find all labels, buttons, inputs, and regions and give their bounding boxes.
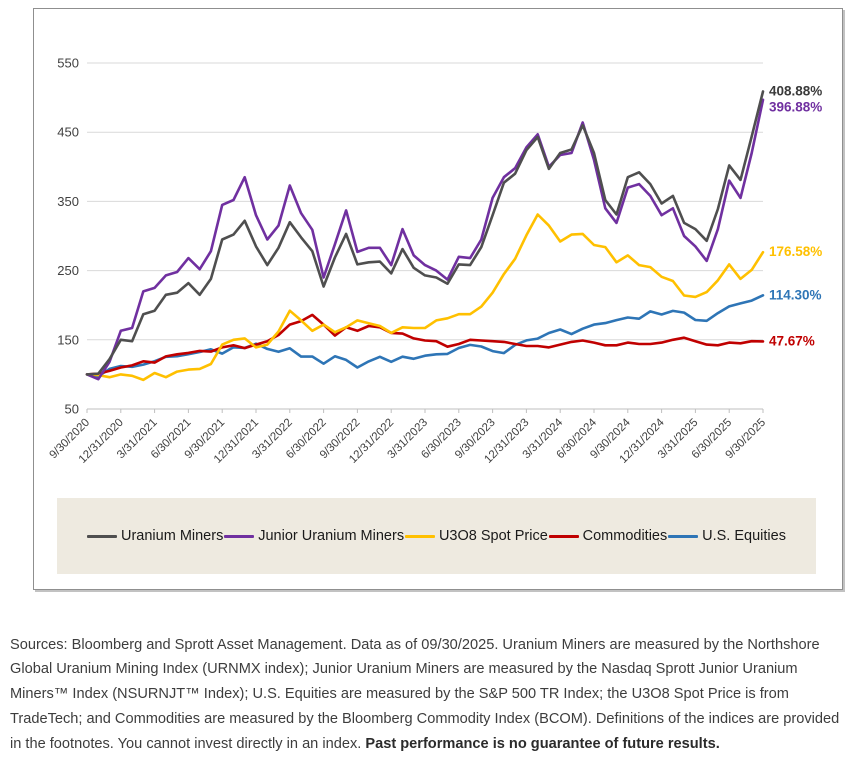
chart-svg: 550450350250150509/30/202012/31/20203/31…: [47, 56, 822, 466]
legend-item-u3o8-spot-price: U3O8 Spot Price: [404, 528, 548, 544]
end-label-u-s-equities: 114.30%: [769, 287, 822, 302]
series-line-commodities: [85, 313, 765, 376]
legend-item-u-s-equities: U.S. Equities: [668, 528, 786, 544]
legend-item-commodities: Commodities: [548, 528, 668, 544]
y-tick-label: 350: [57, 194, 79, 209]
series-line-uranium-miners: [85, 90, 765, 376]
chart-card: 550 450 350 250 150 50 9/30/2020 12/31/2020 3/31…: [33, 8, 843, 590]
end-label-commodities: 47.67%: [769, 333, 815, 348]
end-label-junior-uranium-miners: 396.88%: [769, 99, 822, 114]
footer-sources: Sources: Bloomberg and Sprott Asset Mana…: [10, 636, 840, 752]
end-label-uranium-miners: 408.88%: [769, 83, 822, 98]
series-line-junior-uranium-miners: [85, 98, 765, 381]
legend-label: Uranium Miners: [121, 528, 224, 544]
y-tick-label: 450: [57, 125, 79, 140]
legend-swatch: [404, 534, 435, 538]
legend-item-uranium-miners: Uranium Miners: [87, 528, 223, 544]
end-label-u3o8-spot-price: 176.58%: [769, 244, 822, 259]
y-tick-label: 50: [65, 402, 79, 417]
series-line-u3o8-spot-price: [85, 213, 765, 382]
legend-label: Commodities: [582, 528, 668, 544]
legend-item-junior-uranium-miners: Junior Uranium Miners: [224, 528, 404, 544]
y-tick-label: 150: [57, 332, 79, 347]
legend-swatch: [548, 534, 579, 538]
y-tick-label: 250: [57, 263, 79, 278]
legend-swatch: [668, 534, 699, 538]
legend-label: U.S. Equities: [702, 528, 786, 544]
footer-text: Sources: Bloomberg and Sprott Asset Mana…: [10, 633, 848, 757]
legend-label: Junior Uranium Miners: [258, 528, 405, 544]
y-tick-label: 550: [57, 56, 79, 71]
legend-label: U3O8 Spot Price: [438, 528, 548, 544]
footer-disclaimer: Past performance is no guarantee of futu…: [365, 735, 720, 752]
chart-legend: Uranium Miners Junior Uranium Miners U3O8 …: [57, 498, 816, 574]
legend-swatch: [224, 534, 255, 538]
legend-swatch: [87, 534, 117, 538]
series-line-u-s-equities: [85, 293, 765, 378]
